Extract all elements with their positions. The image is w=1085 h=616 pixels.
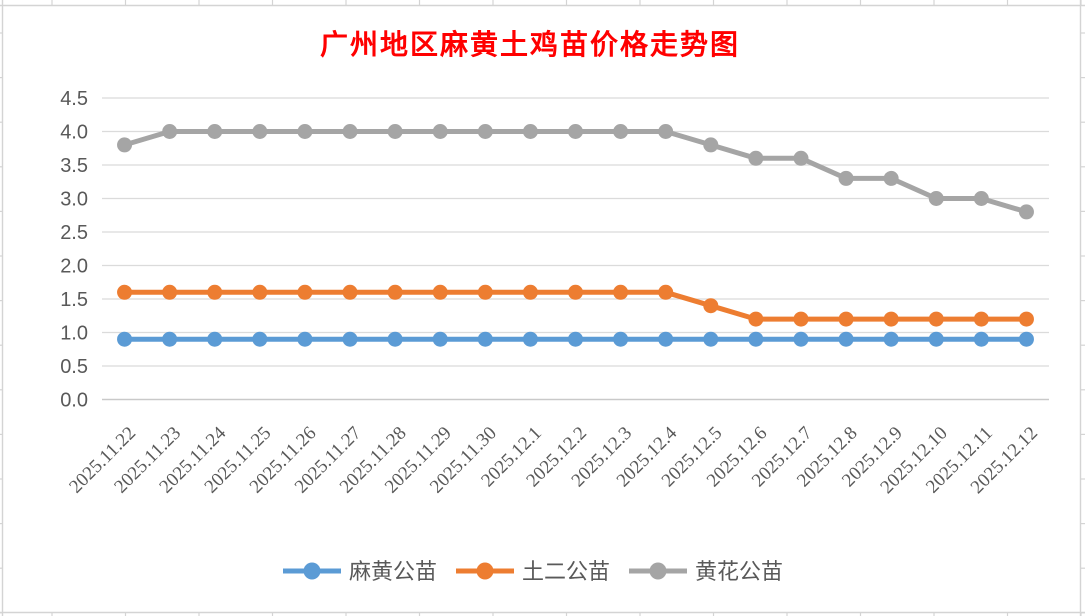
data-point[interactable] [613,331,629,347]
data-point[interactable] [342,124,358,139]
y-axis-tick-label: 4.0 [60,122,88,144]
data-point[interactable] [207,124,223,139]
data-point[interactable] [703,331,719,347]
y-axis-tick-label: 3.0 [60,189,88,211]
data-point[interactable] [117,137,133,153]
data-point[interactable] [973,191,989,206]
data-point[interactable] [342,284,358,300]
y-axis-tick-label: 2.5 [60,222,88,244]
plot-gridlines [102,97,1049,401]
data-point[interactable] [883,331,899,347]
y-axis-tick-label: 2.0 [60,256,88,278]
data-point[interactable] [973,331,989,347]
y-axis-tick-label: 1.5 [60,289,88,311]
data-point[interactable] [207,284,223,300]
data-point[interactable] [703,137,719,153]
data-point[interactable] [477,124,493,139]
data-point[interactable] [1018,331,1034,347]
data-point[interactable] [613,124,629,139]
data-point[interactable] [793,311,809,327]
data-point[interactable] [117,284,133,300]
data-point[interactable] [432,331,448,347]
data-point[interactable] [568,124,583,139]
data-point[interactable] [973,311,989,327]
data-point[interactable] [748,311,764,327]
legend-item-label: 黄花公苗 [695,559,783,584]
data-point[interactable] [522,124,538,139]
data-point[interactable] [658,284,674,300]
data-point[interactable] [342,331,358,347]
data-point[interactable] [117,331,133,347]
legend-item-0[interactable]: 麻黄公苗 [283,559,437,584]
legend-marker-dot [476,562,494,580]
data-point[interactable] [793,150,809,166]
data-point[interactable] [928,331,944,347]
y-axis-tick-label: 0.5 [60,356,88,378]
data-point[interactable] [883,170,899,186]
data-point[interactable] [928,191,944,206]
y-axis-tick-label: 0.0 [60,390,88,412]
data-point[interactable] [883,311,899,327]
data-point[interactable] [387,284,403,300]
data-point[interactable] [928,311,944,327]
data-point[interactable] [522,331,538,347]
y-axis-labels: 0.0 0.5 1.0 1.5 2.0 2.5 3.0 3.5 4.0 4.5 [60,88,88,412]
legend-item-label: 土二公苗 [522,559,610,584]
y-axis-tick-label: 4.5 [60,88,88,110]
legend-marker-dot [649,562,667,580]
data-point[interactable] [207,331,223,347]
data-point[interactable] [477,284,493,300]
series-lines [117,124,1034,347]
y-axis-tick-label: 1.0 [60,323,88,345]
data-point[interactable] [252,331,268,347]
data-point[interactable] [387,124,403,139]
data-point[interactable] [297,124,313,139]
data-point[interactable] [387,331,403,347]
data-point[interactable] [252,124,268,139]
data-point[interactable] [1018,204,1034,220]
legend-item-label: 麻黄公苗 [349,559,437,584]
data-point[interactable] [477,331,493,347]
data-point[interactable] [297,284,313,300]
legend-item-1[interactable]: 土二公苗 [456,559,610,584]
legend-item-2[interactable]: 黄花公苗 [629,559,783,584]
x-axis-labels: 2025.11.222025.11.232025.11.242025.11.25… [65,422,1042,498]
data-point[interactable] [658,331,674,347]
data-point[interactable] [432,284,448,300]
legend-marker-dot [303,562,321,580]
data-point[interactable] [568,284,583,300]
data-point[interactable] [613,284,629,300]
data-point[interactable] [522,284,538,300]
data-point[interactable] [252,284,268,300]
data-point[interactable] [568,331,583,347]
data-point[interactable] [297,331,313,347]
data-point[interactable] [162,331,178,347]
data-point[interactable] [162,124,178,139]
data-point[interactable] [793,331,809,347]
chart-legend: 麻黄公苗 土二公苗 黄花公苗 [283,559,783,584]
data-point[interactable] [658,124,674,139]
data-point[interactable] [748,150,764,166]
chart-title[interactable]: 广州地区麻黄土鸡苗价格走势图 [320,28,740,61]
data-point[interactable] [748,331,764,347]
y-axis-tick-label: 3.5 [60,155,88,177]
data-point[interactable] [1018,311,1034,327]
data-point[interactable] [838,331,854,347]
data-point[interactable] [838,170,854,186]
data-point[interactable] [432,124,448,139]
data-point[interactable] [703,298,719,314]
data-point[interactable] [162,284,178,300]
data-point[interactable] [838,311,854,327]
